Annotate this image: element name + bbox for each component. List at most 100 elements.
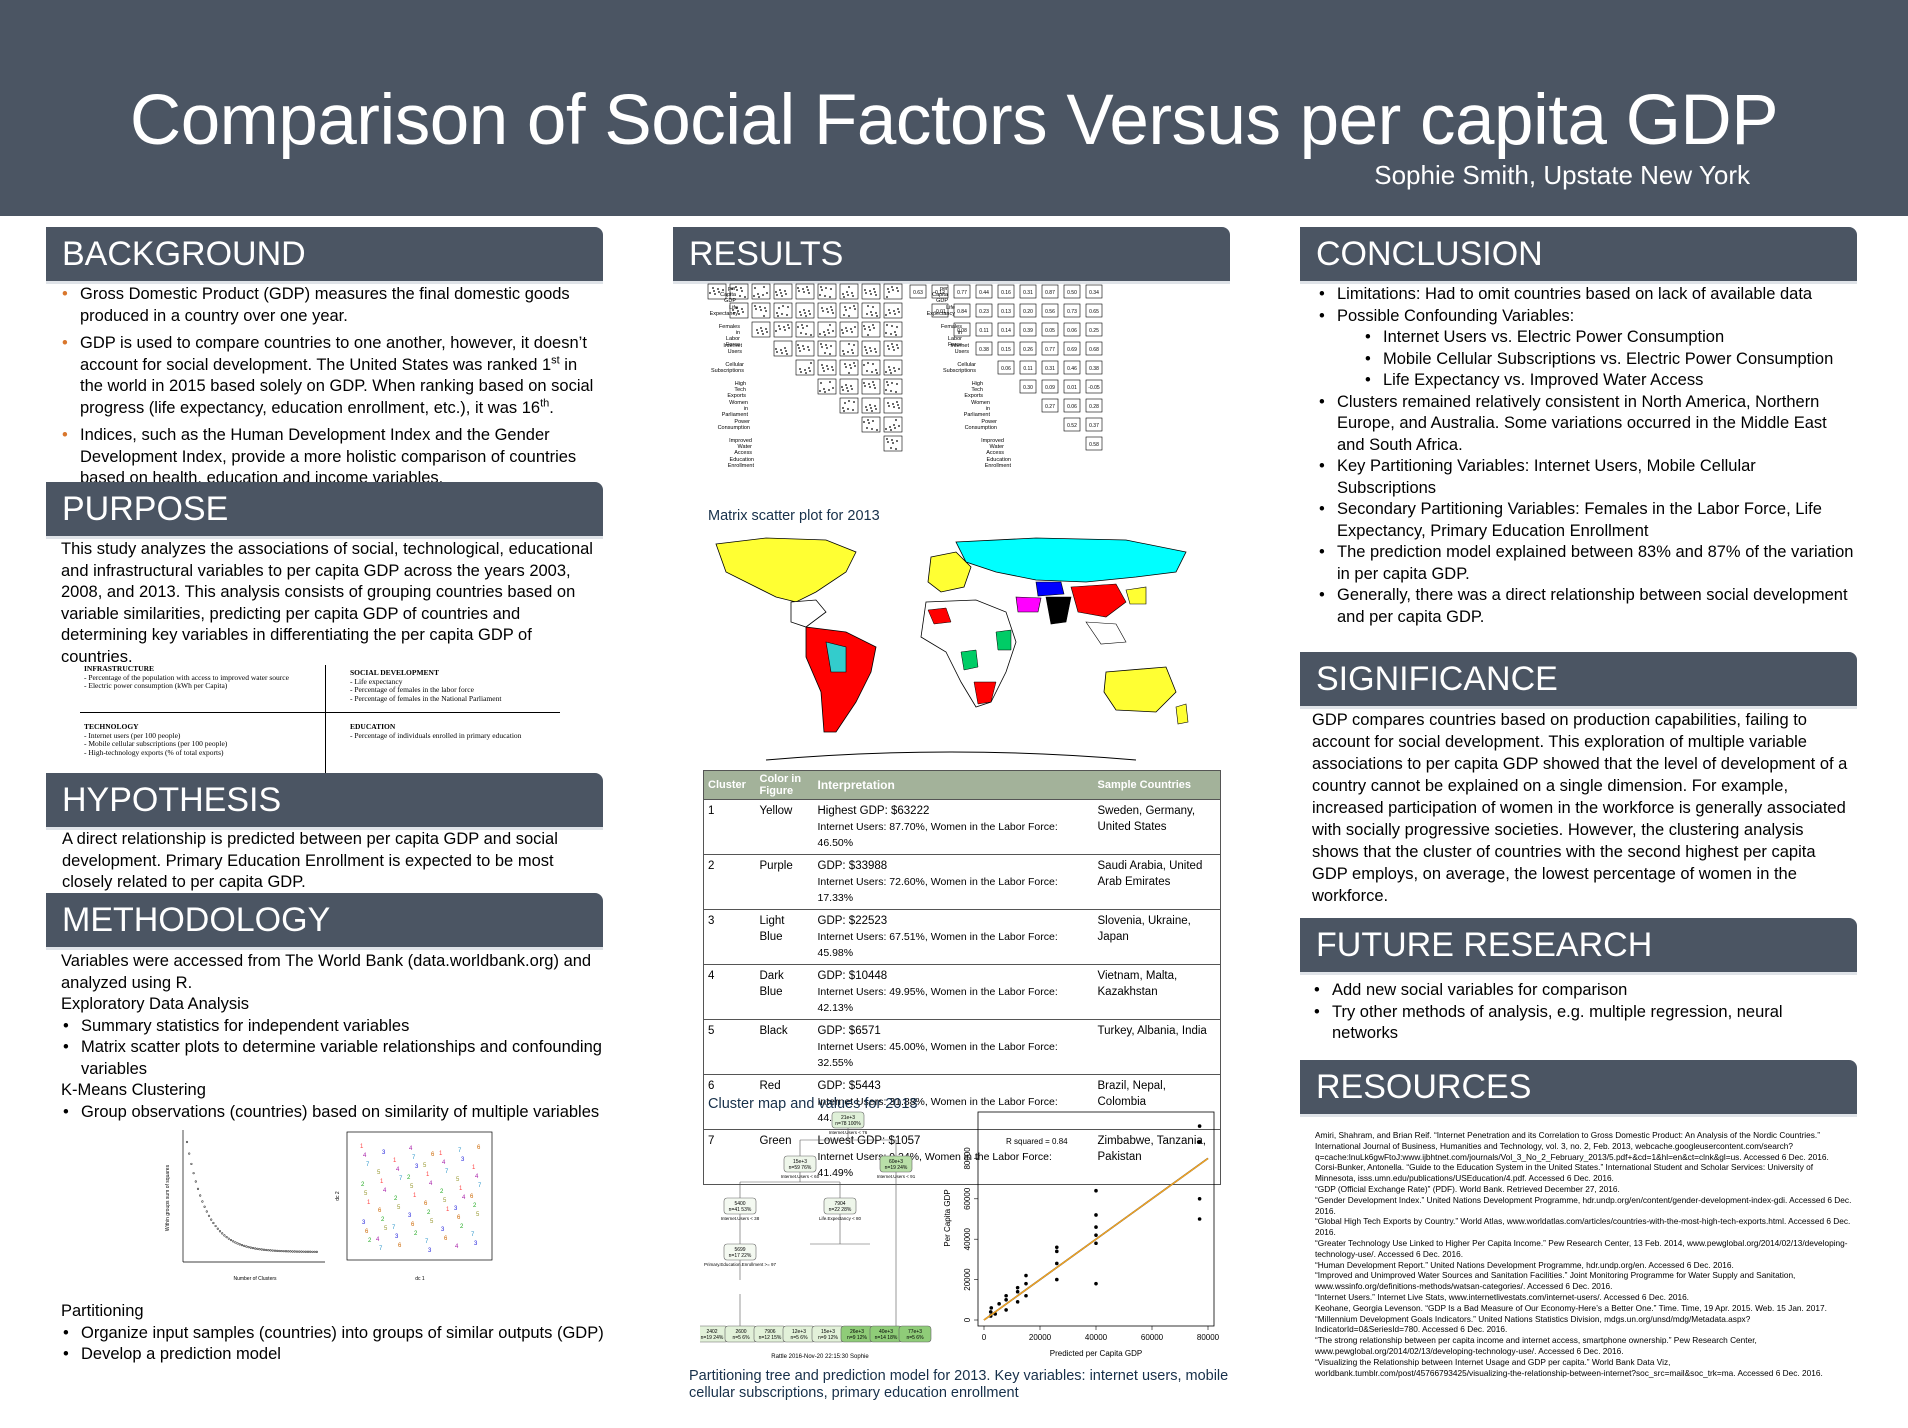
- cluster-row: 1 Yellow Highest GDP: $63222 Internet Users…: [703, 799, 1221, 855]
- corr-cell: 0.68: [1085, 341, 1103, 356]
- matrix-cell: [773, 302, 793, 319]
- resources-list: Amiri, Shahram, and Brian Reif. “Interne…: [1315, 1130, 1855, 1378]
- corr-cell: 0.73: [1063, 303, 1081, 318]
- partitioning-item: Develop a prediction model: [61, 1344, 606, 1366]
- svg-text:2: 2: [361, 1182, 365, 1188]
- svg-text:7: 7: [366, 1162, 370, 1168]
- matrix-cell: [883, 416, 903, 433]
- svg-text:40e+3: 40e+3: [879, 1329, 893, 1335]
- poster-author: Sophie Smith, Upstate New York: [1374, 160, 1750, 190]
- matrix-cell: [795, 359, 815, 376]
- cluster-color: Red: [755, 1074, 814, 1130]
- corr-cell: 0.44: [975, 284, 993, 299]
- pred-point: [1015, 1300, 1020, 1304]
- matrix-label: Women: [729, 400, 748, 406]
- svg-text:7: 7: [445, 1169, 449, 1175]
- svg-text:2: 2: [440, 1189, 444, 1195]
- conclusion-item: Clusters remained relatively consistent …: [1317, 392, 1857, 457]
- matrix-label: Education: [730, 457, 754, 463]
- pred-point: [1197, 1140, 1202, 1145]
- svg-text:0.12: 0.12: [935, 290, 945, 296]
- svg-text:0.30: 0.30: [1023, 385, 1033, 391]
- svg-text:0.11: 0.11: [979, 328, 989, 334]
- matrix-cell: [861, 283, 881, 300]
- cluster-interpretation: GDP: $6571 Internet Users: 45.00%, Women …: [813, 1019, 1094, 1075]
- svg-text:0.23: 0.23: [979, 309, 989, 315]
- corr-cell: 0.06: [1063, 322, 1081, 337]
- matrix-cell: [773, 283, 793, 300]
- partitioning-item: Organize input samples (countries) into …: [61, 1323, 606, 1345]
- methodology-body: Variables were accessed from The World B…: [61, 951, 606, 1123]
- matrix-label: Consumption: [718, 425, 750, 431]
- svg-text:5: 5: [377, 1170, 381, 1176]
- matrix-label: Exports: [727, 393, 746, 399]
- tree-node: 12e+3n=5 6%: [782, 1325, 816, 1343]
- svg-text:5: 5: [476, 1212, 480, 1218]
- future-research-heading: FUTURE RESEARCH: [1300, 918, 1857, 975]
- svg-text:0.01: 0.01: [1067, 385, 1077, 391]
- pred-point: [1004, 1293, 1008, 1298]
- corr-cell: 0.77: [1041, 341, 1059, 356]
- svg-text:6: 6: [365, 1229, 369, 1235]
- matrix-label: GDP: [724, 298, 736, 304]
- confounding-item: Internet Users vs. Electric Power Consum…: [1365, 327, 1857, 349]
- resources-heading: RESOURCES: [1300, 1060, 1857, 1117]
- matrix-cell: [839, 359, 859, 376]
- svg-text:21e+3: 21e+3: [841, 1115, 855, 1121]
- background-item: GDP is used to compare countries to one …: [60, 333, 600, 419]
- map-russia: [955, 537, 1187, 583]
- svg-text:n=59 76%: n=59 76%: [789, 1165, 812, 1171]
- svg-text:5: 5: [384, 1226, 388, 1232]
- corr-cell: 0.15: [997, 341, 1015, 356]
- reference-item: “Greater Technology Use Linked to Higher…: [1315, 1237, 1848, 1259]
- matrix-cell: [817, 283, 837, 300]
- pred-xtick: 0: [982, 1333, 987, 1342]
- svg-text:1: 1: [367, 1200, 371, 1206]
- conclusion-item: Possible Confounding Variables: Internet…: [1317, 306, 1857, 392]
- reference-item: Keohane, Georgia Levenson. “GDP Is a Bad…: [1315, 1302, 1827, 1313]
- corr-label: Tech: [971, 387, 983, 393]
- reference-item: “GDP (Official Exchange Rate)” (PDF). Wo…: [1315, 1183, 1620, 1194]
- significance-text: GDP compares countries based on producti…: [1312, 711, 1848, 905]
- corr-cell: 0.27: [1041, 398, 1059, 413]
- svg-text:n=78 100%: n=78 100%: [835, 1121, 861, 1127]
- corr-cell: 0.31: [1041, 360, 1059, 375]
- svg-text:7: 7: [379, 1246, 383, 1252]
- svg-text:5: 5: [410, 1184, 414, 1190]
- svg-text:5: 5: [430, 1219, 434, 1225]
- matrix-cell: [795, 302, 815, 319]
- corr-cell: 0.58: [1085, 436, 1103, 451]
- pred-point: [1094, 1225, 1098, 1229]
- matrix-label: Expectancy: [710, 311, 739, 317]
- map-brazil-cyan: [825, 641, 847, 673]
- svg-text:4: 4: [383, 1188, 387, 1194]
- purpose-heading: PURPOSE: [46, 482, 603, 539]
- tree-node: 21e+3n=78 100% Internet.Users < 76: [829, 1111, 868, 1135]
- corr-cell: 0.06: [997, 360, 1015, 375]
- pred-point: [1094, 1233, 1098, 1237]
- svg-text:1: 1: [380, 1179, 384, 1185]
- svg-text:n=9 12%: n=9 12%: [847, 1335, 867, 1341]
- svg-text:6: 6: [398, 1243, 402, 1249]
- pred-ytick: 40000: [963, 1228, 972, 1251]
- matrix-label: Life: [729, 305, 738, 311]
- matrix-cell: [707, 283, 727, 300]
- social-group: SOCIAL DEVELOPMENT - Life expectancy - Pe…: [350, 668, 502, 703]
- results-heading: RESULTS: [673, 227, 1230, 284]
- matrix-label: High: [735, 381, 746, 387]
- reference-item: Corsi-Bunker, Antonella. “Guide to the E…: [1315, 1162, 1814, 1184]
- cluster-number: 6: [703, 1074, 756, 1130]
- matrix-label: Internet: [723, 343, 742, 349]
- significance-heading: SIGNIFICANCE: [1300, 652, 1857, 709]
- svg-text:0.38: 0.38: [1089, 366, 1099, 372]
- reference-item: “Internet Users.” Internet Live Stats, w…: [1315, 1291, 1689, 1302]
- svg-text:4: 4: [455, 1244, 459, 1250]
- cluster-interpretation: GDP: $33988 Internet Users: 72.60%, Women…: [813, 854, 1094, 910]
- svg-text:0.52: 0.52: [1067, 423, 1077, 429]
- matrix-label: Power: [734, 419, 750, 425]
- pred-point: [1094, 1281, 1098, 1286]
- svg-text:0.16: 0.16: [1001, 290, 1011, 296]
- matrix-cell: [861, 397, 881, 414]
- svg-text:0.73: 0.73: [1067, 309, 1077, 315]
